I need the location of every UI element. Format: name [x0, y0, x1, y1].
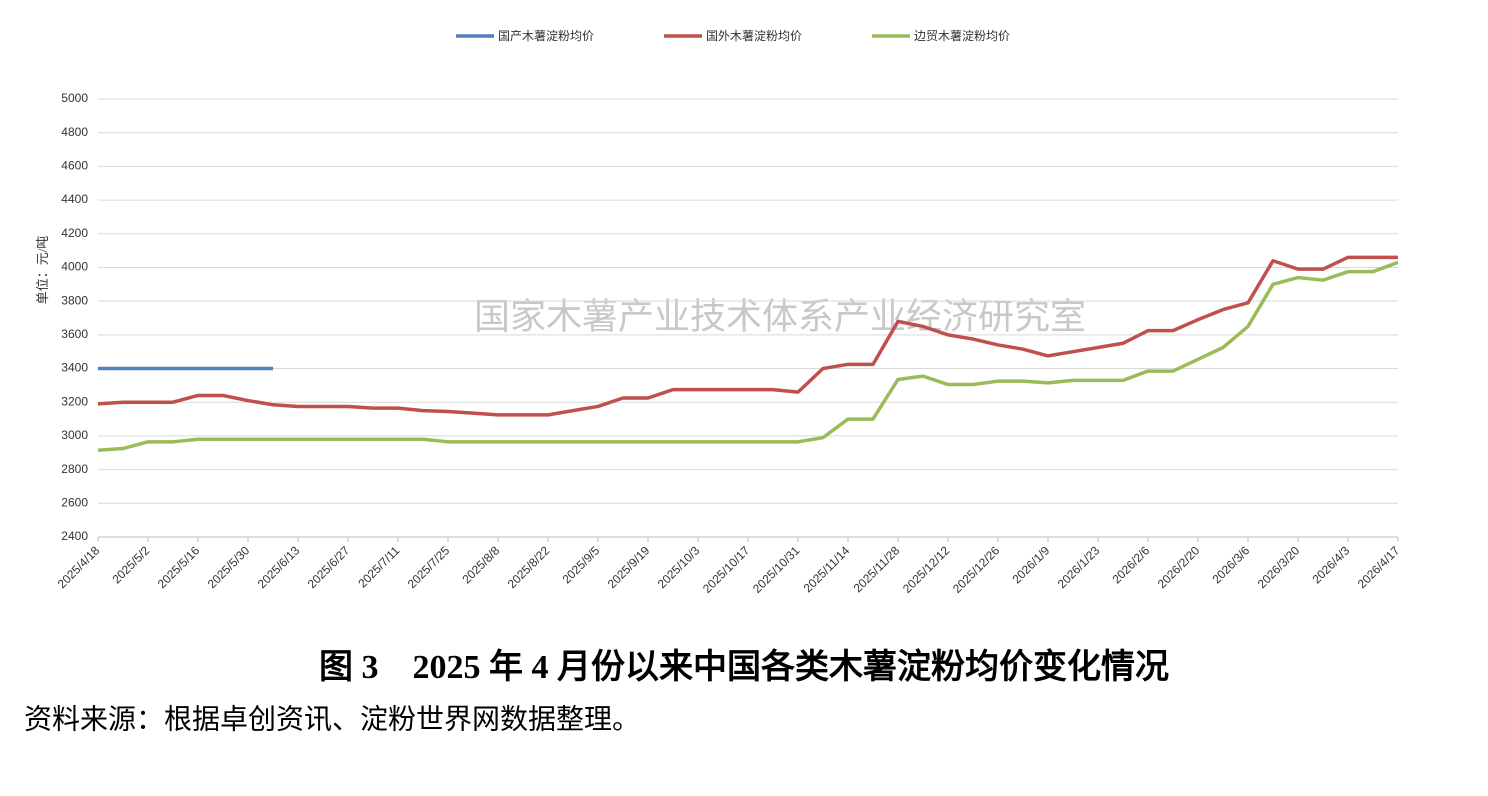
chart-title: 图 3 2025 年 4 月份以来中国各类木薯淀粉均价变化情况 — [319, 647, 1169, 686]
series-line — [97, 255, 1398, 417]
x-tick-label: 2025/7/25 — [405, 543, 453, 591]
x-tick-label: 2025/5/16 — [155, 543, 203, 591]
x-tick-label: 2025/8/8 — [459, 543, 502, 586]
y-tick-label: 4200 — [61, 226, 88, 240]
x-tick-label: 2025/11/14 — [801, 543, 853, 595]
x-tick-label: 2025/9/5 — [559, 543, 602, 586]
y-tick-label: 4800 — [61, 125, 88, 139]
source-note: 资料来源：根据卓创资讯、淀粉世界网数据整理。 — [24, 703, 640, 735]
y-tick-label: 2600 — [61, 495, 88, 509]
series-line — [97, 260, 1399, 452]
y-tick-label: 2800 — [61, 462, 88, 476]
legend-label: 边贸木薯淀粉均价 — [914, 29, 1010, 43]
y-tick-label: 4600 — [61, 159, 88, 173]
x-tick-label: 2025/9/19 — [605, 543, 653, 591]
x-tick-label: 2025/5/2 — [109, 543, 152, 586]
x-tick-label: 2026/2/20 — [1155, 543, 1203, 591]
y-tick-label: 4000 — [61, 260, 88, 274]
x-tick-label: 2025/10/31 — [750, 543, 803, 596]
watermark: 国家木薯产业技术体系产业经济研究室 — [474, 296, 1086, 336]
x-tick-label: 2025/7/11 — [355, 543, 402, 590]
y-tick-label: 4400 — [61, 192, 88, 206]
x-tick-label: 2026/4/3 — [1309, 543, 1352, 586]
x-tick-label: 2025/10/17 — [700, 543, 753, 596]
x-tick-label: 2025/12/26 — [950, 543, 1003, 596]
x-tick-label: 2025/8/22 — [505, 543, 553, 591]
legend-label: 国外木薯淀粉均价 — [706, 29, 802, 43]
x-tick-label: 2025/12/12 — [900, 543, 953, 596]
x-tick-label: 2025/6/27 — [305, 543, 353, 591]
x-tick-label: 2026/3/6 — [1209, 543, 1252, 586]
y-tick-label: 3200 — [61, 394, 88, 408]
x-tick-label: 2025/4/18 — [55, 543, 103, 591]
x-tick-label: 2026/1/23 — [1055, 543, 1103, 591]
x-tick-label: 2026/3/20 — [1255, 543, 1303, 591]
x-tick-label: 2026/4/17 — [1355, 543, 1403, 591]
y-tick-label: 3400 — [61, 361, 88, 375]
x-tick-label: 2025/6/13 — [255, 543, 303, 591]
y-tick-label: 2400 — [61, 529, 88, 543]
y-tick-label: 3800 — [61, 293, 88, 307]
legend-label: 国产木薯淀粉均价 — [498, 29, 594, 43]
y-tick-label: 5000 — [61, 91, 88, 105]
x-tick-label: 2026/2/6 — [1109, 543, 1152, 586]
x-tick-label: 2025/5/30 — [205, 543, 253, 591]
y-tick-label: 3000 — [61, 428, 88, 442]
y-tick-label: 3600 — [61, 327, 88, 341]
x-tick-label: 2025/10/3 — [655, 543, 703, 591]
x-tick-label: 2026/1/9 — [1009, 543, 1052, 586]
y-axis-label: 单位：元/吨 — [35, 236, 50, 305]
x-tick-label: 2025/11/28 — [851, 543, 903, 595]
